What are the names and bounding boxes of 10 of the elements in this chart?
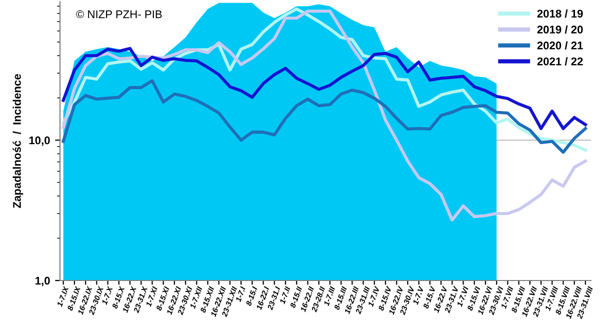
y-axis-title: Zapadalność / Incidence [12, 74, 24, 208]
line-series [62, 10, 587, 222]
y-tick-label: 10,0 [29, 136, 50, 146]
legend-label: 2018 / 19 [537, 9, 583, 18]
legend-label: 2021 / 22 [537, 57, 583, 66]
y-tick-label: 1,0 [36, 276, 50, 286]
line-series [62, 79, 587, 154]
annotation: © NIZP PZH- PIB [76, 10, 162, 18]
legend-label: 2019 / 20 [537, 25, 583, 34]
legend-label: 2020 / 21 [537, 41, 583, 50]
